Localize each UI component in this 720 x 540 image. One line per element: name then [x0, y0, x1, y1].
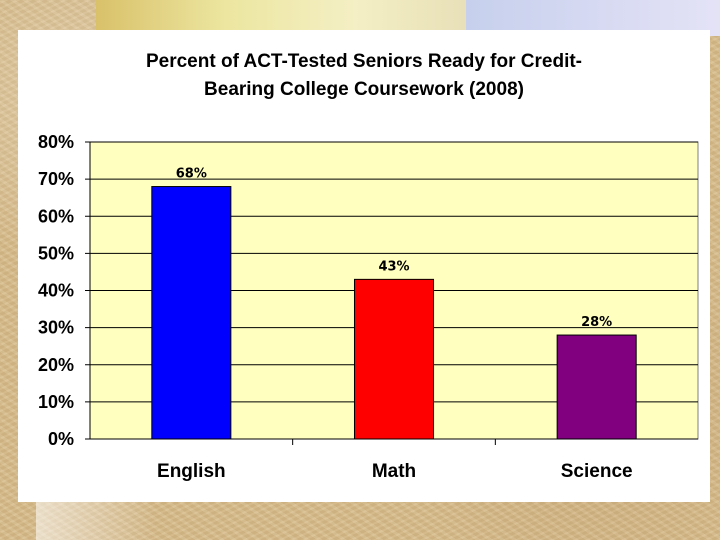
x-axis: English Math Science — [90, 438, 698, 482]
x-category-label: Science — [561, 461, 633, 482]
x-category-label: Math — [372, 461, 416, 482]
x-category-label: English — [157, 461, 226, 482]
bar-math — [353, 278, 435, 440]
y-tick-label: 80% — [38, 132, 74, 152]
bars: 68% 43% 28% — [151, 167, 637, 440]
bar-value-label: 68% — [176, 167, 207, 182]
chart-title-line-1: Percent of ACT-Tested Seniors Ready for … — [146, 51, 582, 72]
slide-panel: Percent of ACT-Tested Seniors Ready for … — [18, 30, 710, 502]
y-tick-label: 0% — [48, 429, 74, 449]
bar-science — [556, 334, 637, 440]
bar-english — [151, 186, 232, 440]
y-tick-label: 30% — [38, 318, 74, 338]
y-tick-label: 40% — [38, 281, 74, 301]
decorative-corner — [36, 500, 156, 540]
y-tick-label: 20% — [38, 355, 74, 375]
y-tick-label: 50% — [38, 243, 74, 263]
bar-chart: Percent of ACT-Tested Seniors Ready for … — [38, 51, 699, 482]
chart-title-line-2: Bearing College Coursework (2008) — [204, 79, 524, 100]
bar-value-label: 43% — [378, 259, 409, 274]
y-axis: 0% 10% 20% 30% 40% 50% 60% 70% 80% — [38, 132, 91, 449]
bar-value-label: 28% — [581, 315, 612, 330]
y-tick-label: 60% — [38, 206, 74, 226]
y-tick-label: 10% — [38, 392, 74, 412]
y-tick-label: 70% — [38, 169, 74, 189]
